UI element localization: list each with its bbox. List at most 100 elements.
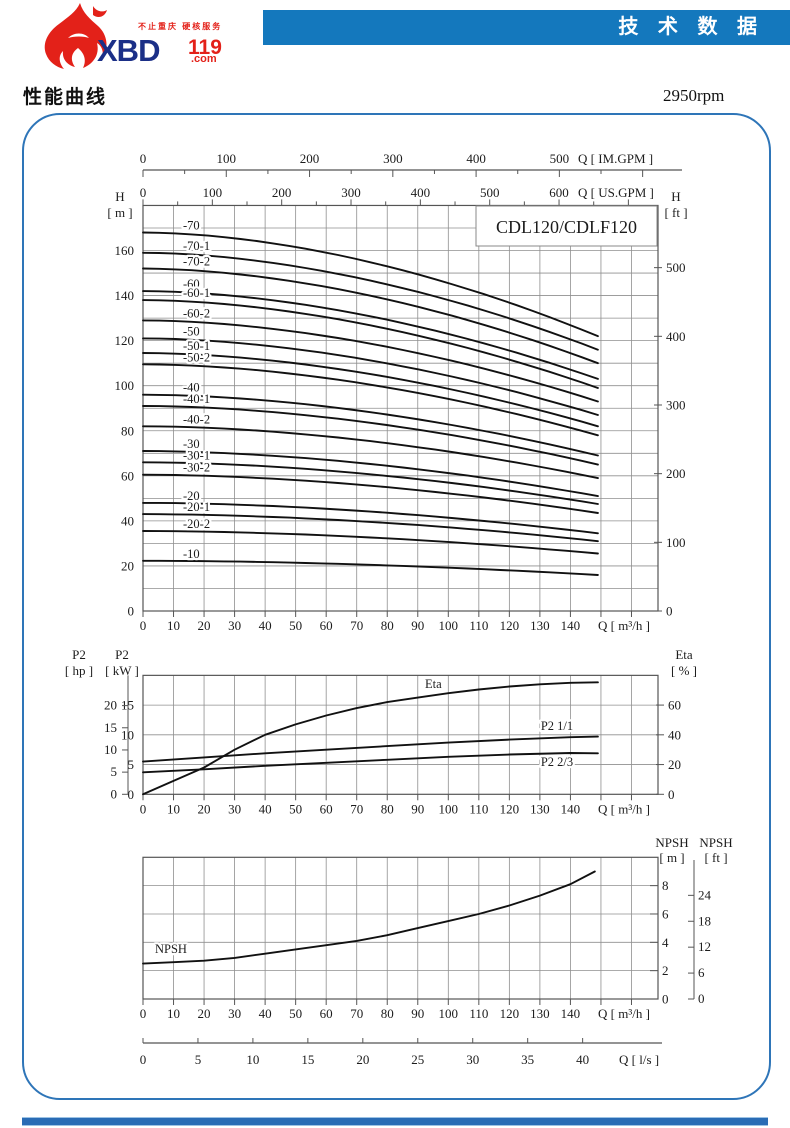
h-m-tick-label: 60 (121, 468, 134, 483)
npsh-curve (142, 870, 596, 965)
x-tick-label: 90 (411, 801, 424, 816)
x-tick-label: 80 (381, 618, 394, 633)
x-tick-label: 140 (561, 801, 581, 816)
x-tick-label: 50 (289, 618, 302, 633)
head-curve (142, 267, 599, 365)
curve-label: -10 (183, 547, 200, 561)
h-m-tick-label: 80 (121, 423, 134, 438)
eta-axis-unit: [ % ] (671, 663, 697, 678)
h-m-tick-label: 140 (115, 288, 135, 303)
x-tick-label: 20 (198, 618, 211, 633)
npsh-m-axis-name: NPSH (655, 835, 688, 850)
im-tick-label: 0 (140, 151, 147, 166)
logo-tagline: 不止重庆 硬核服务 (138, 22, 223, 31)
npsh-m-tick-label: 6 (662, 906, 669, 921)
curve-label: -50 (183, 324, 200, 338)
npsh-m-tick-label: 2 (662, 963, 669, 978)
x-tick-label: 110 (469, 801, 488, 816)
ls-axis-unit: Q [ l/s ] (619, 1052, 659, 1067)
h-m-tick-label: 40 (121, 513, 134, 528)
head-curve (142, 559, 599, 576)
eta-tick-label: 40 (668, 727, 681, 742)
head-curve (142, 405, 599, 466)
us-tick-label: 400 (411, 185, 431, 200)
h-ft-tick-label: 500 (666, 260, 686, 275)
x-tick-label: 60 (320, 618, 333, 633)
h-m-tick-label: 0 (128, 604, 135, 619)
npsh-ft-axis-unit: [ ft ] (704, 850, 727, 865)
curve-label: P2 1/1 (541, 719, 573, 733)
curve-label: -30-1 (183, 448, 210, 462)
npsh-ft-tick-label: 6 (698, 965, 705, 980)
x-tick-label: 40 (259, 618, 272, 633)
ls-tick-label: 15 (301, 1052, 314, 1067)
curve-label: P2 2/3 (541, 755, 573, 769)
x-axis-unit: Q [ m³/h ] (598, 801, 650, 816)
ls-tick-label: 20 (356, 1052, 369, 1067)
curve-label: NPSH (155, 942, 187, 956)
x-tick-label: 90 (411, 1006, 424, 1021)
npsh-ft-tick-label: 24 (698, 887, 712, 902)
x-tick-label: 120 (500, 1006, 520, 1021)
npsh-ft-tick-label: 18 (698, 913, 711, 928)
head-curve (142, 501, 599, 535)
hp-tick-label: 5 (111, 764, 118, 779)
x-tick-label: 100 (439, 618, 459, 633)
npsh-ft-tick-label: 0 (698, 991, 705, 1006)
us-axis-unit: Q [ US.GPM ] (578, 185, 654, 200)
curve-label: Eta (425, 677, 442, 691)
header-banner: 技 术 数 据 (263, 10, 790, 45)
us-tick-label: 100 (203, 185, 223, 200)
chart-frame (22, 113, 771, 1100)
title-box (475, 205, 658, 247)
h-m-axis-name: H (115, 189, 124, 204)
curve-label: -70-2 (183, 255, 210, 269)
eta-tick-label: 20 (668, 757, 681, 772)
section-title: 性能曲线 (23, 87, 108, 108)
curve-label: -30 (183, 437, 200, 451)
head-curve (142, 352, 599, 428)
x-tick-label: 130 (530, 801, 550, 816)
x-tick-label: 60 (320, 1006, 333, 1021)
speed-label: 2950rpm (663, 86, 725, 105)
us-tick-label: 0 (140, 185, 147, 200)
x-tick-label: 40 (259, 801, 272, 816)
x-tick-label: 70 (350, 1006, 363, 1021)
h-ft-axis-name: H (671, 189, 680, 204)
x-tick-label: 120 (500, 618, 520, 633)
npsh-ft-axis-name: NPSH (699, 835, 732, 850)
x-tick-label: 130 (530, 1006, 550, 1021)
plot-border (142, 204, 659, 612)
x-tick-label: 0 (140, 1006, 147, 1021)
eta-tick-label: 0 (668, 787, 675, 802)
hp-tick-label: 15 (104, 720, 117, 735)
head-curve (142, 319, 599, 403)
curve-label: -60 (183, 277, 200, 291)
curve-label: -60-2 (183, 306, 210, 320)
hp-axis-name: P2 (72, 647, 86, 662)
logo-domain: .com (191, 53, 217, 65)
head-curve (142, 393, 599, 457)
h-m-tick-label: 20 (121, 558, 134, 573)
head-chart: 0 100 200 300 400 500 Q [ IM.GPM ]0 100 200 300 40… (107, 151, 687, 633)
x-tick-label: 0 (140, 618, 147, 633)
kw-axis-unit: [ kW ] (105, 663, 139, 678)
head-curve (142, 363, 599, 437)
kw-axis-name: P2 (115, 647, 129, 662)
x-tick-label: 50 (289, 1006, 302, 1021)
x-tick-label: 10 (167, 801, 180, 816)
x-tick-label: 90 (411, 618, 424, 633)
x-tick-label: 110 (469, 1006, 488, 1021)
chart-title: CDL120/CDLF120 (496, 217, 637, 237)
x-tick-label: 30 (228, 1006, 241, 1021)
x-tick-label: 70 (350, 618, 363, 633)
header-banner-text: 技 术 数 据 (618, 16, 764, 38)
im-tick-label: 300 (383, 151, 403, 166)
ls-tick-label: 40 (576, 1052, 589, 1067)
x-tick-label: 140 (561, 618, 581, 633)
head-curve (142, 231, 599, 338)
h-m-axis-unit: [ m ] (107, 205, 132, 220)
logo-number: 119 (188, 36, 222, 59)
